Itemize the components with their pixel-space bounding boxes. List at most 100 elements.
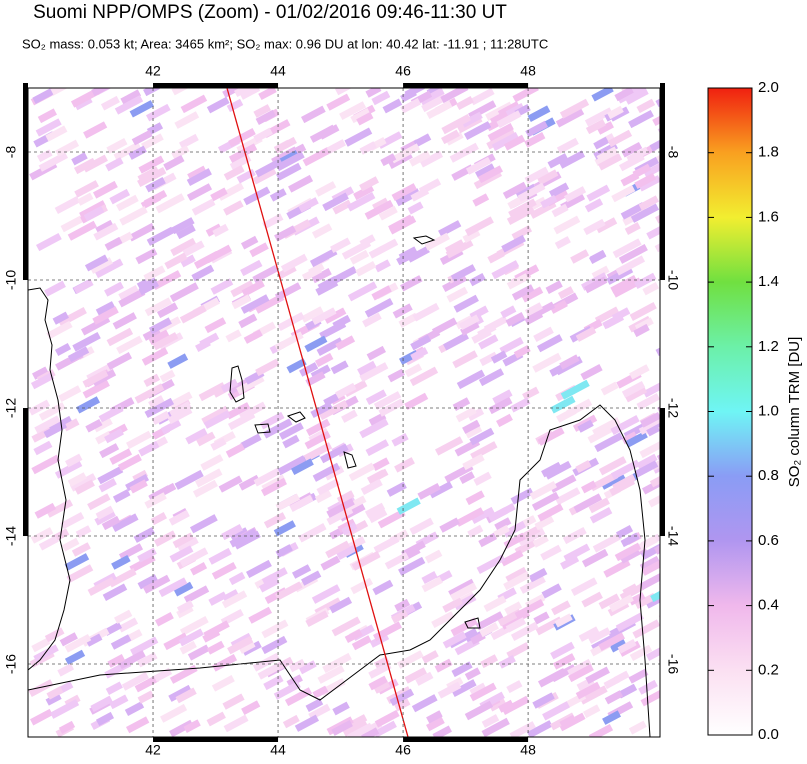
pixel: [82, 369, 109, 388]
pixel: [478, 334, 499, 350]
pixel: [649, 468, 660, 488]
pixel: [531, 491, 560, 511]
pixel: [228, 127, 256, 148]
pixel: [173, 581, 194, 597]
pixel: [129, 479, 148, 494]
pixel: [248, 606, 273, 624]
pixel: [93, 417, 113, 433]
pixel: [588, 724, 614, 737]
pixel: [624, 88, 649, 105]
pixel: [498, 699, 514, 713]
y-tick-label: -8: [3, 146, 19, 159]
pixel: [125, 716, 150, 734]
pixel: [316, 478, 341, 496]
pixel: [233, 530, 261, 550]
pixel: [177, 536, 199, 553]
pixel: [174, 111, 200, 129]
pixel: [570, 249, 590, 264]
pixel: [494, 517, 512, 531]
pixel: [359, 176, 379, 192]
pixel: [118, 617, 139, 633]
pixel: [541, 583, 562, 599]
pixel: [391, 433, 409, 447]
pixel: [118, 543, 144, 561]
x-tick-label: 48: [520, 63, 536, 79]
pixel: [649, 132, 660, 152]
pixel: [510, 621, 539, 641]
pixel: [462, 228, 481, 243]
pixel: [282, 714, 300, 729]
pixel: [226, 402, 251, 420]
pixel: [424, 232, 450, 251]
pixel: [240, 433, 262, 450]
pixel: [286, 674, 303, 688]
pixel: [439, 517, 460, 533]
pixel: [153, 667, 173, 683]
pixel: [199, 332, 220, 348]
pixel: [249, 242, 269, 258]
pixel: [318, 400, 349, 421]
pixel: [645, 591, 660, 609]
pixel: [274, 225, 297, 242]
pixel: [491, 260, 520, 280]
pixel: [465, 490, 485, 506]
axis-labels: 42 42 44 44 46 46 48 48 -8 -8 -10 -10 -12 -12 -14 -14 -1…: [3, 63, 682, 758]
pixel: [332, 199, 352, 215]
pixel: [421, 571, 438, 585]
pixel: [461, 111, 483, 128]
pixel: [148, 329, 170, 346]
pixel: [593, 136, 610, 150]
pixel: [437, 681, 462, 699]
frame-segment: [660, 408, 665, 537]
pixel: [299, 362, 319, 377]
pixel: [594, 432, 624, 453]
pixel: [560, 379, 590, 400]
pixel: [475, 611, 504, 631]
pixel: [90, 695, 113, 713]
pixel: [409, 366, 439, 387]
pixel: [190, 562, 208, 576]
pixel: [75, 525, 92, 538]
pixel: [489, 110, 509, 126]
pixel: [537, 426, 565, 446]
frame-segment: [660, 152, 665, 281]
y-tick-label: -12: [3, 398, 19, 418]
pixel: [606, 105, 624, 120]
pixel: [98, 478, 117, 493]
pixel: [169, 719, 194, 737]
pixel: [640, 540, 660, 560]
pixel: [404, 88, 425, 98]
pixel: [134, 675, 159, 693]
pixel: [588, 497, 610, 514]
frame-segment: [660, 83, 665, 153]
pixel: [503, 532, 526, 549]
pixel: [92, 180, 118, 199]
pixel: [426, 710, 443, 724]
pixel: [54, 459, 83, 479]
pixel: [260, 477, 288, 497]
pixel: [500, 305, 517, 319]
pixel: [592, 532, 622, 553]
pixel: [163, 632, 188, 651]
pixel: [97, 466, 124, 485]
pixel: [109, 188, 131, 205]
pixel: [311, 268, 332, 284]
pixel: [355, 260, 377, 277]
pixel: [550, 299, 568, 314]
pixel: [65, 453, 83, 468]
pixel: [564, 186, 587, 203]
pixel: [431, 611, 455, 629]
pixel: [30, 527, 54, 544]
pixel: [193, 250, 220, 269]
pixel: [204, 317, 227, 334]
pixel: [557, 286, 575, 300]
pixel: [195, 468, 223, 488]
pixel: [212, 223, 229, 238]
pixel: [607, 129, 633, 148]
pixel: [577, 419, 594, 433]
pixel: [394, 598, 411, 612]
pixel: [387, 368, 405, 383]
pixel: [67, 472, 87, 487]
pixel: [638, 679, 658, 695]
pixel: [374, 259, 391, 273]
